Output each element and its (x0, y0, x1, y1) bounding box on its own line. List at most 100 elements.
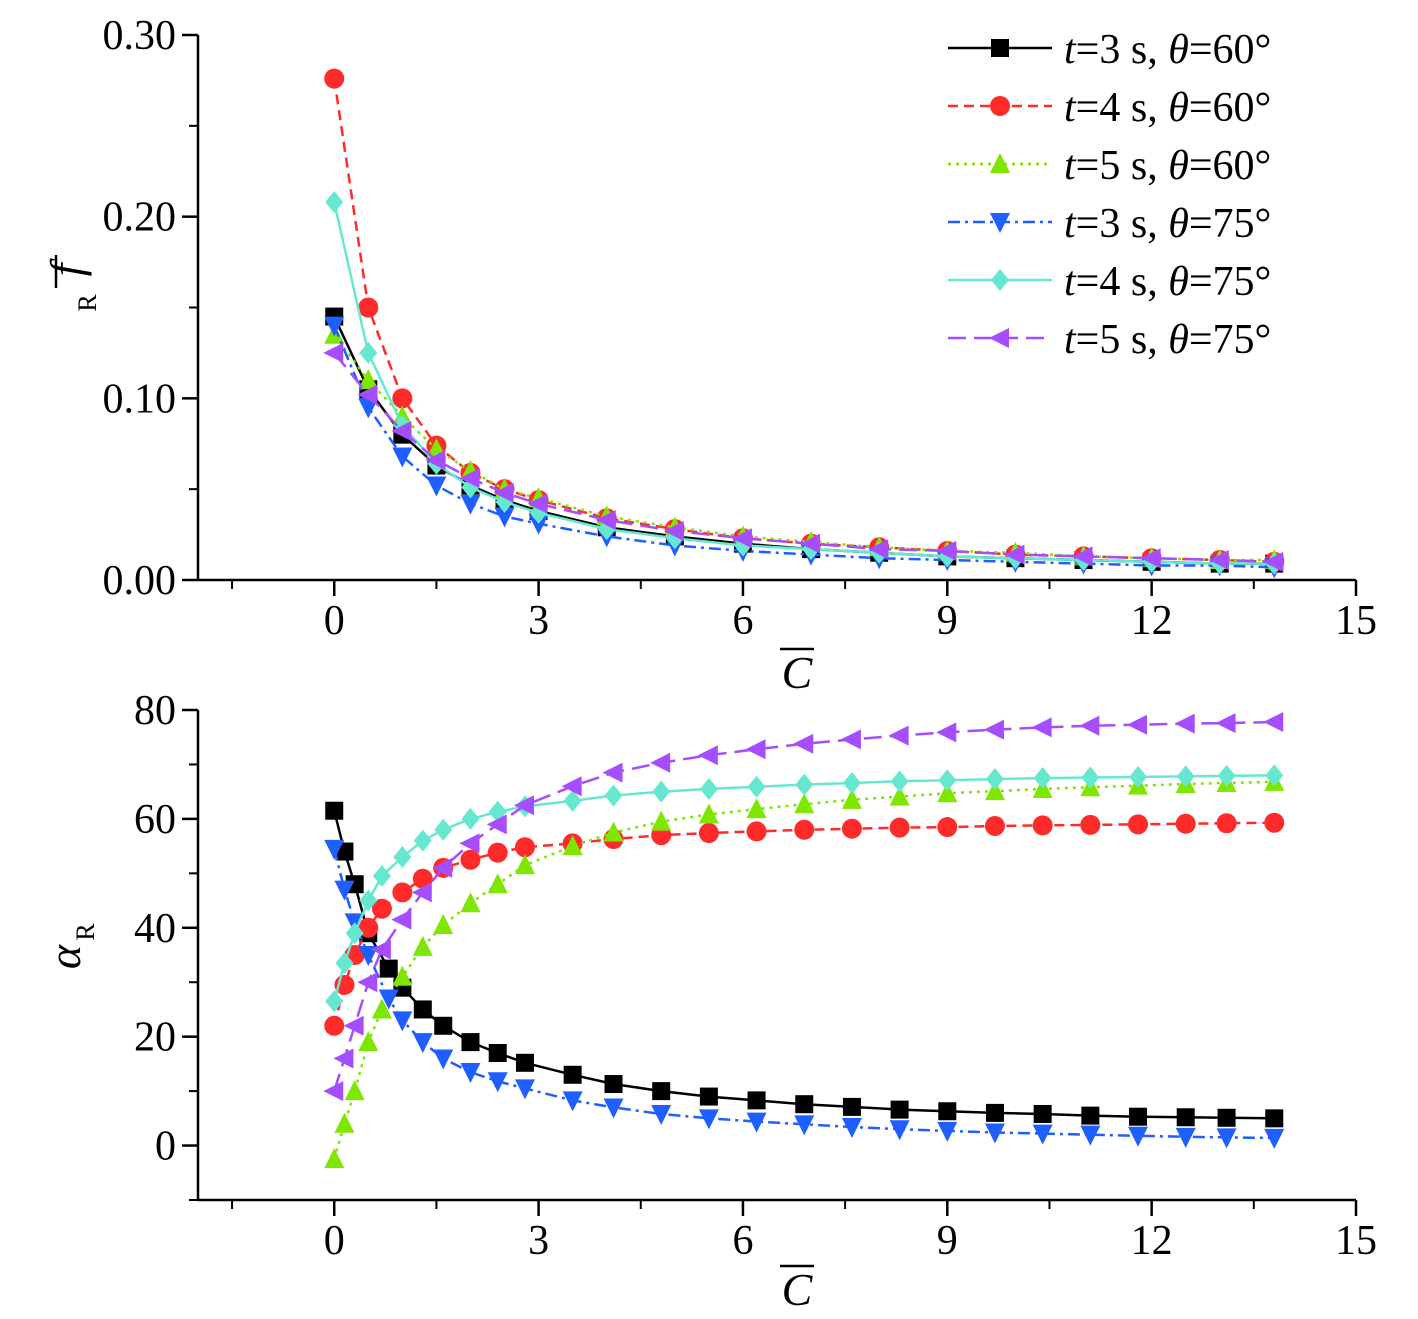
bottom-series-6-point (411, 882, 432, 903)
bottom-series-5-point (372, 865, 391, 888)
bottom-y-axis-label-main: α (39, 944, 90, 969)
bottom-series-1-point (938, 1102, 957, 1121)
bottom-series-5-point (1217, 764, 1236, 787)
bottom-series-4-line (332, 848, 1275, 1140)
bottom-series-1-point (890, 1100, 909, 1119)
bottom-series-5-point (461, 807, 480, 830)
top-series-6-point (595, 510, 616, 531)
bottom-series-6-point (650, 752, 671, 773)
bottom-series-5-point (393, 846, 412, 868)
bottom-series-1-point (842, 1097, 861, 1116)
bottom-chart: 0 3 6 9 12 15 0 20 40 60 80 α R C (39, 688, 1377, 1315)
bottom-series-4-point (794, 1115, 815, 1136)
bottom-series-4-point (562, 1091, 583, 1112)
top-series-2-point (324, 68, 345, 89)
bottom-x-tick-label: 6 (732, 1218, 753, 1264)
top-series-6 (323, 342, 1284, 572)
top-y-axis-label-sub: R (73, 294, 102, 312)
bottom-series-3-point (698, 803, 719, 824)
top-y-tick-label: 0.30 (103, 13, 177, 59)
top-y-tick-label: 0.20 (103, 195, 177, 241)
top-series-3-line (333, 334, 1275, 562)
legend-entry-4: t=3 s, θ=75° (948, 201, 1271, 247)
top-series-6-point (1072, 546, 1093, 567)
top-series-2-point (358, 297, 379, 318)
bottom-series-1-point (1129, 1107, 1148, 1126)
top-y-axis-label: f R (41, 255, 102, 312)
bottom-series-6-point (391, 909, 412, 930)
bottom-series-4-point (392, 1011, 413, 1032)
top-series-6-point (357, 384, 378, 405)
bottom-x-tick-label: 15 (1335, 1218, 1377, 1264)
bottom-series-3-point (514, 854, 535, 875)
bottom-series-2-point (1264, 812, 1285, 833)
bottom-series-1-point (747, 1091, 766, 1110)
bottom-series-5-point (1265, 764, 1284, 787)
top-series-6-point (1208, 550, 1229, 571)
bottom-series-2-point (841, 818, 862, 839)
top-series-6-point (1140, 548, 1161, 569)
bottom-series-5 (325, 764, 1284, 1013)
bottom-series-2-point (1175, 813, 1196, 834)
bottom-y-tick-label: 0 (155, 1124, 176, 1170)
bottom-series-4-point (412, 1033, 433, 1054)
bottom-series-2-point (984, 815, 1005, 836)
bottom-series-6 (323, 711, 1284, 1102)
top-series-6-point (868, 539, 889, 560)
bottom-series-5-point (325, 990, 344, 1013)
bottom-series-3-point (746, 798, 767, 819)
top-series-6-point (1004, 544, 1025, 565)
bottom-series-3-point (460, 892, 481, 913)
bottom-series-6-point (459, 833, 480, 854)
bottom-series-5-point (335, 952, 354, 975)
bottom-y-tick-label: 20 (134, 1015, 176, 1061)
legend-label: t=3 s, θ=60° (1064, 27, 1271, 73)
legend-marker-swatch (989, 328, 1009, 348)
top-series-6-point (663, 520, 684, 541)
legend-marker-swatch (990, 213, 1010, 233)
bottom-series-2-point (1128, 814, 1149, 835)
bottom-series-5-point (563, 789, 582, 812)
bottom-series-4-point (487, 1072, 508, 1093)
top-series-6-point (527, 493, 548, 514)
bottom-series-2-point (324, 1015, 345, 1036)
bottom-series-3-point (562, 835, 583, 856)
top-series-6-point (323, 342, 344, 363)
bottom-series-6-point (602, 762, 623, 783)
bottom-series-6-point (1263, 711, 1284, 732)
top-series-5-point (325, 191, 344, 214)
bottom-series-2-point (371, 898, 392, 919)
bottom-series-5-point (699, 777, 718, 800)
top-series-5-line (332, 201, 1275, 565)
bottom-series-1-point (563, 1065, 582, 1084)
bottom-x-tick-label: 12 (1131, 1218, 1173, 1264)
bottom-series-3-point (794, 793, 815, 814)
bottom-series-5-point (1033, 767, 1052, 790)
bottom-series-3-point (371, 998, 392, 1019)
top-series-6-point (493, 482, 514, 503)
bottom-series-1-point (1265, 1109, 1284, 1128)
bottom-series-2-point (746, 821, 767, 842)
bottom-series-6-point (513, 795, 534, 816)
bottom-series-1-point (985, 1103, 1004, 1122)
top-x-axis-label-main: C (782, 647, 814, 698)
bottom-series-1-point (1217, 1108, 1236, 1127)
top-series-4-point (528, 514, 549, 535)
bottom-series-6-point (1215, 713, 1236, 734)
bottom-series-2-point (1032, 815, 1053, 836)
top-series-4-point (494, 507, 515, 528)
legend-entry-2: t=4 s, θ=60° (948, 85, 1271, 131)
bottom-series-1-point (434, 1016, 453, 1035)
top-series-6-point (731, 528, 752, 549)
bottom-series-6-point (983, 719, 1004, 740)
bottom-series-5-point (1081, 766, 1100, 789)
bottom-series-1-point (325, 801, 344, 820)
bottom-series-2-point (460, 849, 481, 870)
legend-entry-1: t=3 s, θ=60° (948, 27, 1271, 73)
bottom-series-6-point (1031, 717, 1052, 738)
legend-entry-6: t=5 s, θ=75° (948, 317, 1271, 363)
bottom-series-2-point (514, 837, 535, 858)
bottom-series-3-point (433, 914, 454, 935)
bottom-y-tick-label: 40 (134, 906, 176, 952)
top-x-tick-label: 12 (1131, 598, 1173, 644)
